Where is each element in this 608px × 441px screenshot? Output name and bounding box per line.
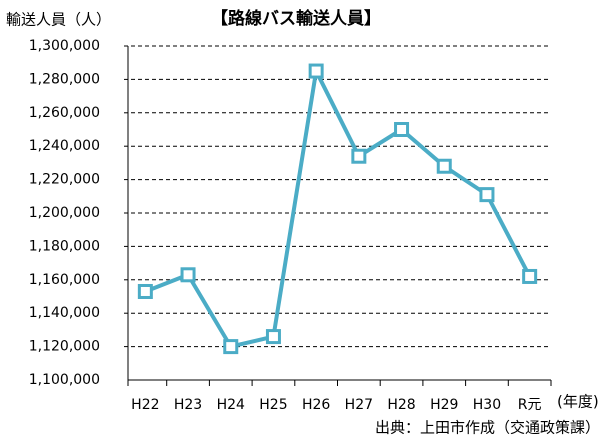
x-tick-label: H29 bbox=[430, 397, 458, 413]
y-tick-label: 1,240,000 bbox=[29, 138, 100, 154]
y-tick-label: 1,120,000 bbox=[29, 339, 100, 355]
chart-title: 【路線バス輸送人員】 bbox=[211, 8, 381, 29]
y-tick-label: 1,100,000 bbox=[29, 372, 100, 388]
y-tick-label: 1,220,000 bbox=[29, 172, 100, 188]
data-point bbox=[394, 122, 410, 137]
x-tick-label: H22 bbox=[131, 397, 159, 413]
data-point bbox=[479, 187, 495, 203]
data-point bbox=[265, 329, 281, 345]
y-tick-label: 1,280,000 bbox=[29, 71, 100, 87]
data-point bbox=[137, 283, 153, 299]
y-tick-label: 1,140,000 bbox=[29, 305, 100, 321]
y-tick-label: 1,300,000 bbox=[29, 38, 100, 54]
x-tick-label: H28 bbox=[387, 397, 415, 413]
data-point bbox=[180, 267, 196, 283]
x-tick-label: R元 bbox=[518, 397, 542, 413]
x-tick-label: H23 bbox=[174, 397, 202, 413]
data-point bbox=[522, 268, 538, 284]
x-tick-label: H25 bbox=[259, 397, 287, 413]
x-axis-label: (年度) bbox=[557, 393, 599, 411]
source-note: 出典：上田市作成（交通政策課） bbox=[375, 419, 600, 437]
y-tick-label: 1,160,000 bbox=[29, 272, 100, 288]
x-tick-label: H27 bbox=[345, 397, 373, 413]
data-point bbox=[223, 339, 239, 355]
data-point bbox=[436, 158, 452, 174]
y-tick-label: 1,260,000 bbox=[29, 105, 100, 121]
data-point bbox=[351, 148, 367, 164]
y-axis-label: 輸送人員（人） bbox=[6, 11, 111, 29]
x-tick-label: H30 bbox=[473, 397, 501, 413]
data-point bbox=[308, 63, 324, 79]
data-line bbox=[144, 69, 532, 349]
x-tick-label: H24 bbox=[217, 397, 245, 413]
x-tick-label: H26 bbox=[302, 397, 330, 413]
y-tick-label: 1,180,000 bbox=[29, 238, 100, 254]
y-tick-label: 1,200,000 bbox=[29, 205, 100, 221]
